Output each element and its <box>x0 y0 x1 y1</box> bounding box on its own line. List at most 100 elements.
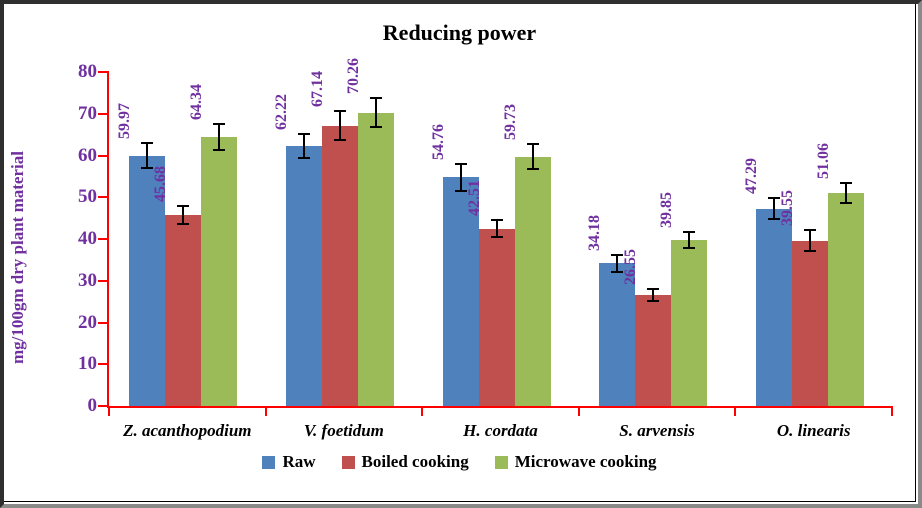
data-label: 70.26 <box>344 58 362 95</box>
y-axis-tick <box>98 112 109 115</box>
y-axis-tick <box>98 154 109 157</box>
error-bar <box>808 230 811 252</box>
error-bar <box>688 231 691 248</box>
bar <box>514 156 551 406</box>
chart-title: Reducing power <box>382 20 537 45</box>
y-axis-tick <box>98 321 109 324</box>
y-axis-tick <box>98 196 109 199</box>
error-bar <box>374 98 377 128</box>
data-label: 42.51 <box>465 180 483 217</box>
x-axis-tick <box>108 406 110 416</box>
error-bar-cap-top <box>141 142 154 145</box>
bar <box>357 112 394 406</box>
error-bar <box>772 197 775 220</box>
error-bar <box>616 254 619 272</box>
bar <box>635 295 672 406</box>
legend-label: Boiled cooking <box>361 452 469 471</box>
y-tick-label: 80 <box>78 61 97 82</box>
error-bar-cap-bottom <box>647 300 660 303</box>
y-axis-tick <box>98 238 109 240</box>
category-label: Z. acanthopodium <box>123 421 252 440</box>
plot-area: 0 10 20 30 40 50 60 70 80 59.97 62.22 54.76 34.18 47.… <box>78 58 893 440</box>
legend-label: Raw <box>282 452 316 471</box>
error-bar-cap-bottom <box>839 201 852 204</box>
bar <box>671 239 708 406</box>
y-axis-tick <box>98 279 109 282</box>
bar <box>165 215 202 406</box>
error-bar-cap-bottom <box>526 168 539 171</box>
x-axis-tick <box>891 406 893 416</box>
legend-item: Boiled cooking <box>341 452 469 472</box>
error-bar-cap-bottom <box>297 157 310 160</box>
data-label: 26.55 <box>622 248 640 285</box>
y-axis-title: mg/100gm dry plant material <box>8 151 27 364</box>
x-axis-tick <box>264 406 267 416</box>
y-tick-label: 60 <box>78 144 97 166</box>
legend-item: Raw <box>262 452 316 472</box>
data-label: 59.73 <box>501 104 519 141</box>
error-bar <box>146 143 149 169</box>
error-bar-cap-bottom <box>767 218 780 221</box>
bar <box>285 146 322 406</box>
data-label: 51.06 <box>814 142 832 179</box>
error-bar-cap-top <box>177 205 190 208</box>
bar <box>791 240 828 406</box>
error-bar-cap-top <box>369 97 382 100</box>
error-bar-cap-bottom <box>454 189 467 192</box>
error-bar <box>495 220 498 237</box>
error-bar-cap-top <box>647 287 660 290</box>
error-bar <box>218 124 221 151</box>
y-axis-tick <box>98 363 109 366</box>
bar <box>129 155 166 406</box>
error-bar-cap-bottom <box>213 149 226 152</box>
error-bar-cap-top <box>490 219 503 222</box>
error-bar-cap-top <box>454 163 467 166</box>
error-bar-cap-top <box>611 253 624 256</box>
category-label: O. linearis <box>776 421 851 440</box>
bar <box>755 208 792 406</box>
legend-item: Microwave cooking <box>494 452 657 472</box>
data-label: 34.18 <box>586 214 604 251</box>
error-bar-cap-top <box>297 133 310 136</box>
error-bar <box>459 164 462 191</box>
category-label: S. arvensis <box>619 421 695 440</box>
y-axis-tick <box>98 71 109 73</box>
error-bar <box>182 206 185 225</box>
error-bar-cap-top <box>213 123 226 126</box>
data-label: 64.34 <box>188 84 206 121</box>
legend-swatch <box>341 455 355 469</box>
data-label: 39.85 <box>658 191 676 228</box>
data-label: 47.29 <box>742 157 760 194</box>
legend-swatch <box>262 455 276 469</box>
bar <box>599 263 636 406</box>
error-bar-cap-bottom <box>803 250 816 253</box>
error-bar-cap-bottom <box>369 126 382 129</box>
error-bar-cap-bottom <box>490 235 503 238</box>
y-tick-label: 70 <box>78 102 97 124</box>
error-bar <box>652 288 655 302</box>
error-bar-cap-bottom <box>177 223 190 226</box>
y-tick-label: 10 <box>78 353 97 375</box>
error-bar <box>531 144 534 170</box>
data-label: 59.97 <box>116 103 134 140</box>
data-label: 39.55 <box>778 190 796 227</box>
bar <box>442 177 479 406</box>
error-bar-cap-bottom <box>333 138 346 141</box>
error-bar-cap-top <box>839 181 852 184</box>
error-bar-cap-top <box>333 110 346 113</box>
data-label: 45.68 <box>152 166 170 203</box>
error-bar-cap-top <box>803 229 816 232</box>
error-bar <box>302 134 305 159</box>
category-label: V. foetidum <box>303 421 384 440</box>
error-bar-cap-bottom <box>611 270 624 273</box>
category-label: H. cordata <box>463 421 538 440</box>
bar-chart: Reducing power mg/100gm dry plant materi… <box>4 4 916 502</box>
error-bar <box>844 182 847 203</box>
y-tick-label: 40 <box>78 228 97 249</box>
data-label: 67.14 <box>308 71 326 108</box>
legend-label: Microwave cooking <box>514 452 657 471</box>
error-bar-cap-top <box>526 143 539 146</box>
bar <box>321 125 358 406</box>
error-bar-cap-top <box>683 230 696 233</box>
